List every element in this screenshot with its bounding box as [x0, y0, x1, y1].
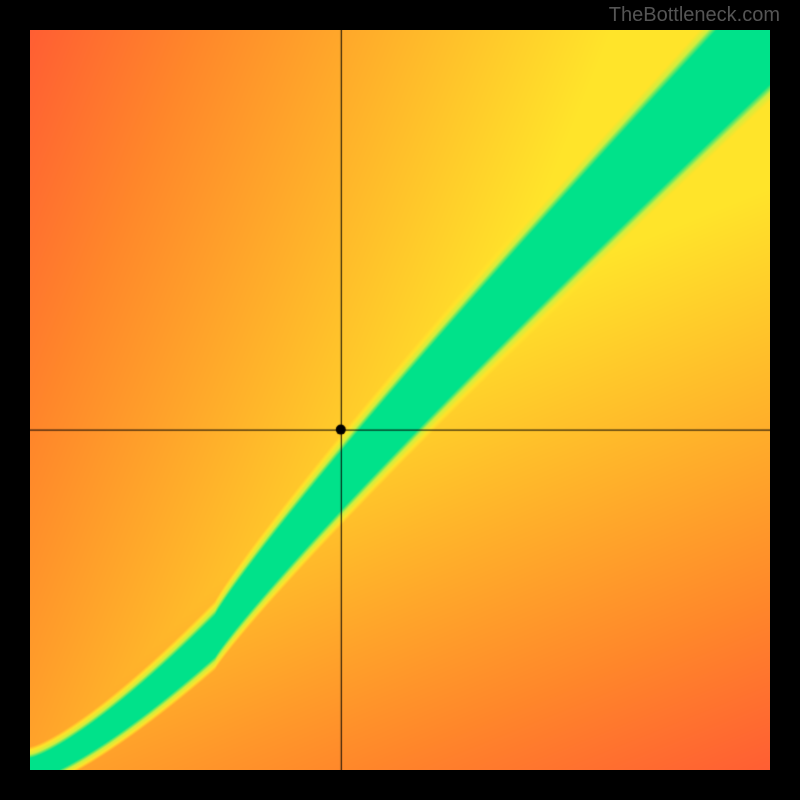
chart-container: TheBottleneck.com — [0, 0, 800, 800]
watermark-text: TheBottleneck.com — [609, 4, 780, 27]
heatmap-chart — [30, 30, 770, 770]
heatmap-canvas — [30, 30, 770, 770]
